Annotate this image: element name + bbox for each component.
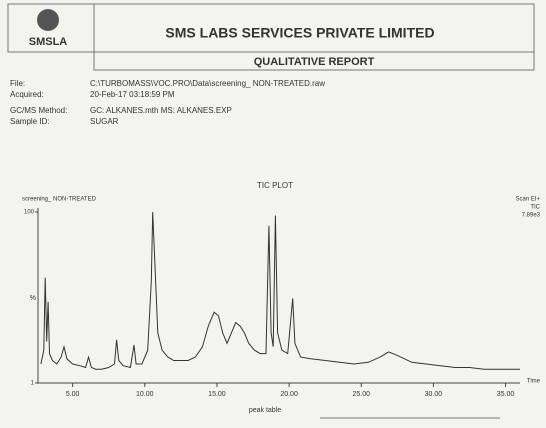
info-label: Acquired: [10, 90, 44, 99]
x-tick-label: 10.00 [136, 391, 154, 398]
x-axis-label: Time [527, 379, 541, 385]
y-tick-label: 100 [24, 210, 35, 216]
info-value: SUGAR [90, 117, 119, 126]
annotation: TIC [530, 205, 540, 211]
report-title-box [93, 51, 535, 71]
y-tick-label: 1 [31, 381, 35, 387]
annotation: Scan EI+ [515, 197, 540, 203]
logo-text: SMSLA [29, 36, 68, 48]
annotation: 7.89e3 [522, 213, 541, 219]
x-tick-label: 15.00 [208, 391, 226, 398]
y-axis-label: % [30, 295, 36, 302]
tic-trace [40, 211, 520, 370]
chart-title: TIC PLOT [257, 181, 293, 190]
x-tick-label: 5.00 [66, 391, 80, 398]
info-label: Sample ID: [10, 117, 50, 126]
report-title: QUALITATIVE REPORT [254, 56, 375, 68]
info-label: File: [10, 79, 25, 88]
footer: peak table [249, 407, 281, 414]
x-tick-label: 35.00 [497, 391, 515, 398]
x-tick-label: 30.00 [425, 391, 443, 398]
info-value: C:\TURBOMASS\VOC.PRO\Data\screening_ NON… [90, 79, 325, 88]
x-tick-label: 25.00 [352, 391, 370, 398]
x-tick-label: 20.00 [280, 391, 298, 398]
info-value: 20-Feb-17 03:18:59 PM [90, 90, 175, 99]
sample-label: screening_ NON-TREATED [22, 197, 97, 203]
logo-icon [37, 9, 59, 31]
info-block: File: C:\TURBOMASS\VOC.PRO\Data\screening… [10, 79, 325, 126]
info-value: GC: ALKANES.mth MS: ALKANES.EXP [90, 106, 232, 115]
info-label: GC/MS Method: [10, 106, 67, 115]
company-name: SMS LABS SERVICES PRIVATE LIMITED [165, 25, 434, 41]
